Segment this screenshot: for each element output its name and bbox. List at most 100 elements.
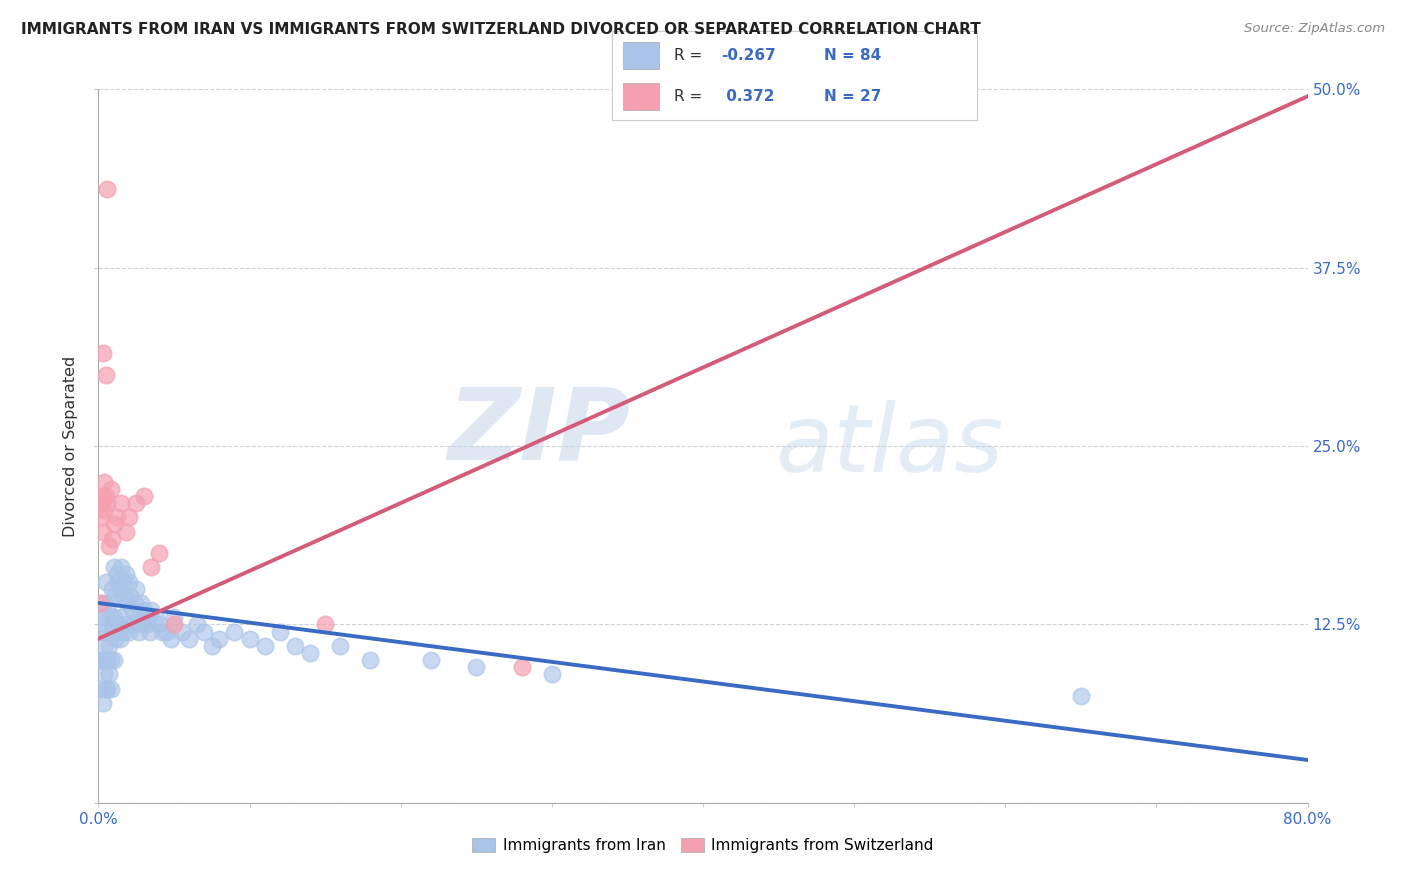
Point [1070,689,1092,703]
Point [98,596,121,610]
Point [98,539,121,553]
Point [208,632,231,646]
Point [186,617,208,632]
Point [110,560,132,574]
Point [90,510,112,524]
Point [129,596,152,610]
Point [118,510,141,524]
Point [329,639,352,653]
Point [284,639,307,653]
Point [360,653,382,667]
Point [93,475,115,489]
Point [148,617,170,632]
Point [163,617,186,632]
Point [96,182,118,196]
Point [104,589,127,603]
Point [94,681,117,696]
Point [103,517,125,532]
Point [105,510,128,524]
Point [111,624,134,639]
Point [160,632,183,646]
Point [118,624,141,639]
Y-axis label: Divorced or Separated: Divorced or Separated [63,355,79,537]
Point [91,524,114,539]
Point [91,624,114,639]
Point [150,624,173,639]
Text: 0.372: 0.372 [721,89,775,103]
Point [201,639,224,653]
Point [105,567,128,582]
Point [121,603,143,617]
Point [540,667,562,681]
Point [96,653,118,667]
Point [112,589,135,603]
Point [90,610,112,624]
Point [118,574,141,589]
Point [101,582,124,596]
Point [103,560,125,574]
Text: Source: ZipAtlas.com: Source: ZipAtlas.com [1244,22,1385,36]
Point [510,660,533,674]
Point [93,596,115,610]
Point [132,489,155,503]
Point [107,624,129,639]
Point [110,610,132,624]
Point [103,653,125,667]
Point [89,596,111,610]
Point [114,567,136,582]
Point [132,603,155,617]
Point [108,582,131,596]
Point [139,624,162,639]
Point [89,653,111,667]
Point [93,667,115,681]
Text: -0.267: -0.267 [721,48,776,62]
Point [101,532,124,546]
Point [114,524,136,539]
Point [125,496,148,510]
Point [101,624,124,639]
Point [96,496,118,510]
Point [163,610,186,624]
Point [108,632,131,646]
Point [134,610,156,624]
Text: N = 84: N = 84 [824,48,882,62]
Point [100,482,122,496]
Point [100,610,122,624]
Text: IMMIGRANTS FROM IRAN VS IMMIGRANTS FROM SWITZERLAND DIVORCED OR SEPARATED CORREL: IMMIGRANTS FROM IRAN VS IMMIGRANTS FROM … [21,22,981,37]
Point [314,617,336,632]
Point [125,582,148,596]
Point [122,617,145,632]
Text: R =: R = [673,48,707,62]
Point [224,624,246,639]
Point [104,632,127,646]
Point [91,696,114,710]
Point [141,603,163,617]
Point [155,624,177,639]
Point [94,653,117,667]
Point [299,646,322,660]
Point [193,624,215,639]
Point [103,610,125,624]
Point [127,610,149,624]
Point [100,681,122,696]
Point [94,489,117,503]
Point [115,596,138,610]
Point [96,681,118,696]
Point [111,574,134,589]
Point [128,624,150,639]
Point [136,610,159,624]
Point [98,667,121,681]
Point [90,496,112,510]
Text: atlas: atlas [776,401,1004,491]
Point [145,610,167,624]
Point [135,617,157,632]
Point [131,617,153,632]
Text: N = 27: N = 27 [824,89,882,103]
Point [148,546,170,560]
Point [107,574,129,589]
Point [91,346,114,360]
Point [120,589,142,603]
Bar [623,42,659,69]
Point [94,368,117,382]
Point [465,660,488,674]
